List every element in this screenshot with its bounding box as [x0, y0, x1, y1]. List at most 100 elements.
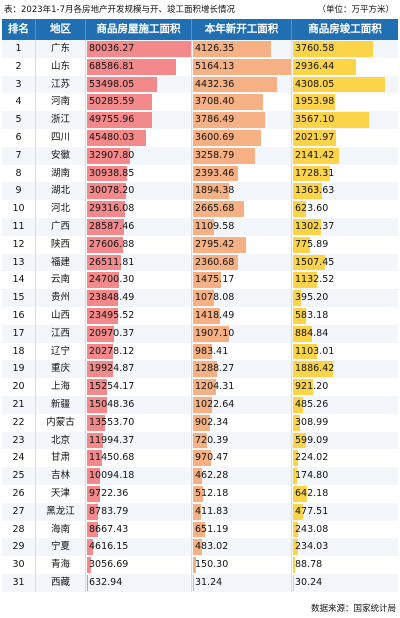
completed-area-value: 174.80 [295, 470, 329, 482]
rank-cell: 6 [2, 128, 36, 147]
completed-area-bar [293, 236, 310, 253]
new-start-area-cell: 1418.49 [192, 306, 292, 325]
construction-area-cell: 80036.27 [86, 40, 192, 58]
new-start-area-bar [193, 307, 220, 324]
new-start-area-bar [193, 94, 264, 111]
construction-area-value: 45480.03 [89, 131, 135, 143]
construction-area-cell: 23495.52 [86, 306, 192, 325]
completed-area-bar [293, 343, 317, 360]
new-start-area-bar [193, 574, 194, 591]
new-start-area-cell: 720.39 [192, 431, 292, 450]
new-start-area-value: 512.18 [195, 487, 229, 499]
construction-area-value: 30078.20 [89, 185, 135, 197]
table-row: 25 吉林 10094.18 462.28 174.80 [2, 467, 398, 485]
completed-area-value: 599.09 [295, 434, 329, 446]
region-cell: 云南 [36, 271, 86, 290]
new-start-area-bar [193, 557, 196, 573]
new-start-area-cell: 4126.35 [192, 40, 292, 58]
new-start-area-value: 1078.08 [195, 292, 235, 304]
completed-area-value: 3760.58 [295, 43, 335, 54]
table-row: 1 广东 80036.27 4126.35 3760.58 [2, 40, 398, 58]
new-start-area-bar [193, 58, 291, 75]
new-start-area-cell: 2360.68 [192, 253, 292, 272]
completed-area-bar [293, 129, 337, 146]
construction-area-cell: 8783.79 [86, 502, 192, 521]
new-start-area-bar [193, 147, 255, 164]
region-cell: 广西 [36, 217, 86, 236]
new-start-area-bar [193, 254, 238, 271]
completed-area-cell: 243.08 [292, 521, 398, 539]
new-start-area-value: 150.30 [195, 559, 229, 571]
construction-area-cell: 20970.37 [86, 324, 192, 343]
new-start-area-value: 483.02 [195, 541, 229, 553]
new-start-area-value: 983.41 [195, 345, 229, 357]
completed-area-cell: 599.09 [292, 432, 398, 450]
completed-area-cell: 1103.01 [292, 343, 398, 361]
construction-area-bar [87, 485, 100, 502]
completed-area-value: 642.18 [295, 487, 329, 499]
new-start-area-value: 411.83 [195, 505, 229, 517]
completed-area-bar [293, 41, 374, 57]
new-start-area-cell: 3258.79 [192, 146, 292, 165]
new-start-area-value: 1288.27 [195, 363, 235, 375]
new-start-area-bar [193, 41, 272, 57]
table-row: 7 安徽 32907.80 3258.79 2141.42 [2, 146, 398, 165]
table-row: 2 山东 68586.81 5164.13 2936.44 [2, 57, 398, 76]
table-row: 16 山西 23495.52 1418.49 583.18 [2, 306, 398, 325]
construction-area-cell: 9722.36 [86, 484, 192, 503]
table-row: 19 重庆 19924.87 1288.27 1886.42 [2, 360, 398, 379]
completed-area-value: 243.08 [295, 523, 329, 535]
table-row: 4 河南 50285.59 3708.40 1953.98 [2, 93, 398, 112]
region-cell: 福建 [36, 253, 86, 272]
table-row: 13 福建 26511.81 2360.68 1507.45 [2, 253, 398, 272]
completed-area-bar [293, 557, 295, 573]
new-start-area-cell: 150.30 [192, 556, 292, 574]
construction-area-value: 23848.49 [89, 292, 135, 304]
construction-area-value: 13553.70 [89, 416, 135, 428]
new-start-area-value: 3786.49 [195, 114, 235, 126]
construction-area-value: 26511.81 [89, 256, 135, 268]
rank-cell: 22 [2, 413, 36, 432]
table-row: 29 宁夏 4616.15 483.02 234.03 [2, 538, 398, 557]
new-start-area-cell: 902.34 [192, 413, 292, 432]
completed-area-bar [293, 574, 294, 591]
completed-area-value: 4308.05 [295, 78, 335, 90]
new-start-area-bar [193, 521, 206, 538]
new-start-area-cell: 483.02 [192, 538, 292, 557]
new-start-area-bar [193, 129, 262, 146]
region-cell: 海南 [36, 520, 86, 539]
construction-area-value: 24700.30 [89, 274, 135, 286]
construction-area-bar [87, 254, 122, 271]
new-start-area-value: 462.28 [195, 470, 229, 482]
table-row: 3 江苏 53498.05 4432.36 4308.05 [2, 75, 398, 94]
new-start-area-value: 902.34 [195, 416, 229, 428]
construction-area-bar [87, 147, 130, 164]
completed-area-bar [293, 432, 306, 449]
rank-cell: 17 [2, 324, 36, 343]
completed-area-bar [293, 218, 321, 235]
construction-area-bar [87, 58, 177, 75]
region-cell: 吉林 [36, 467, 86, 485]
rank-cell: 26 [2, 484, 36, 503]
region-cell: 陕西 [36, 235, 86, 254]
completed-area-value: 623.60 [295, 203, 329, 215]
completed-area-value: 1302.37 [295, 220, 335, 232]
new-start-area-value: 3258.79 [195, 149, 235, 161]
rank-cell: 11 [2, 217, 36, 236]
completed-area-value: 224.02 [295, 452, 329, 464]
construction-area-cell: 27606.88 [86, 235, 192, 254]
completed-area-bar [293, 165, 330, 182]
header-new-start-area: 本年新开工面积 [192, 19, 292, 40]
table-row: 5 浙江 49755.96 3786.49 3567.10 [2, 111, 398, 129]
new-start-area-value: 720.39 [195, 434, 229, 446]
table-row: 9 湖北 30078.20 1894.38 1363.63 [2, 182, 398, 201]
new-start-area-bar [193, 343, 212, 360]
header-rank: 排名 [2, 19, 36, 40]
new-start-area-cell: 2795.42 [192, 235, 292, 254]
rank-cell: 15 [2, 289, 36, 307]
rank-cell: 19 [2, 360, 36, 379]
construction-area-bar [87, 450, 102, 467]
construction-area-bar [87, 201, 126, 217]
new-start-area-bar [193, 165, 239, 182]
completed-area-value: 884.84 [295, 327, 329, 339]
